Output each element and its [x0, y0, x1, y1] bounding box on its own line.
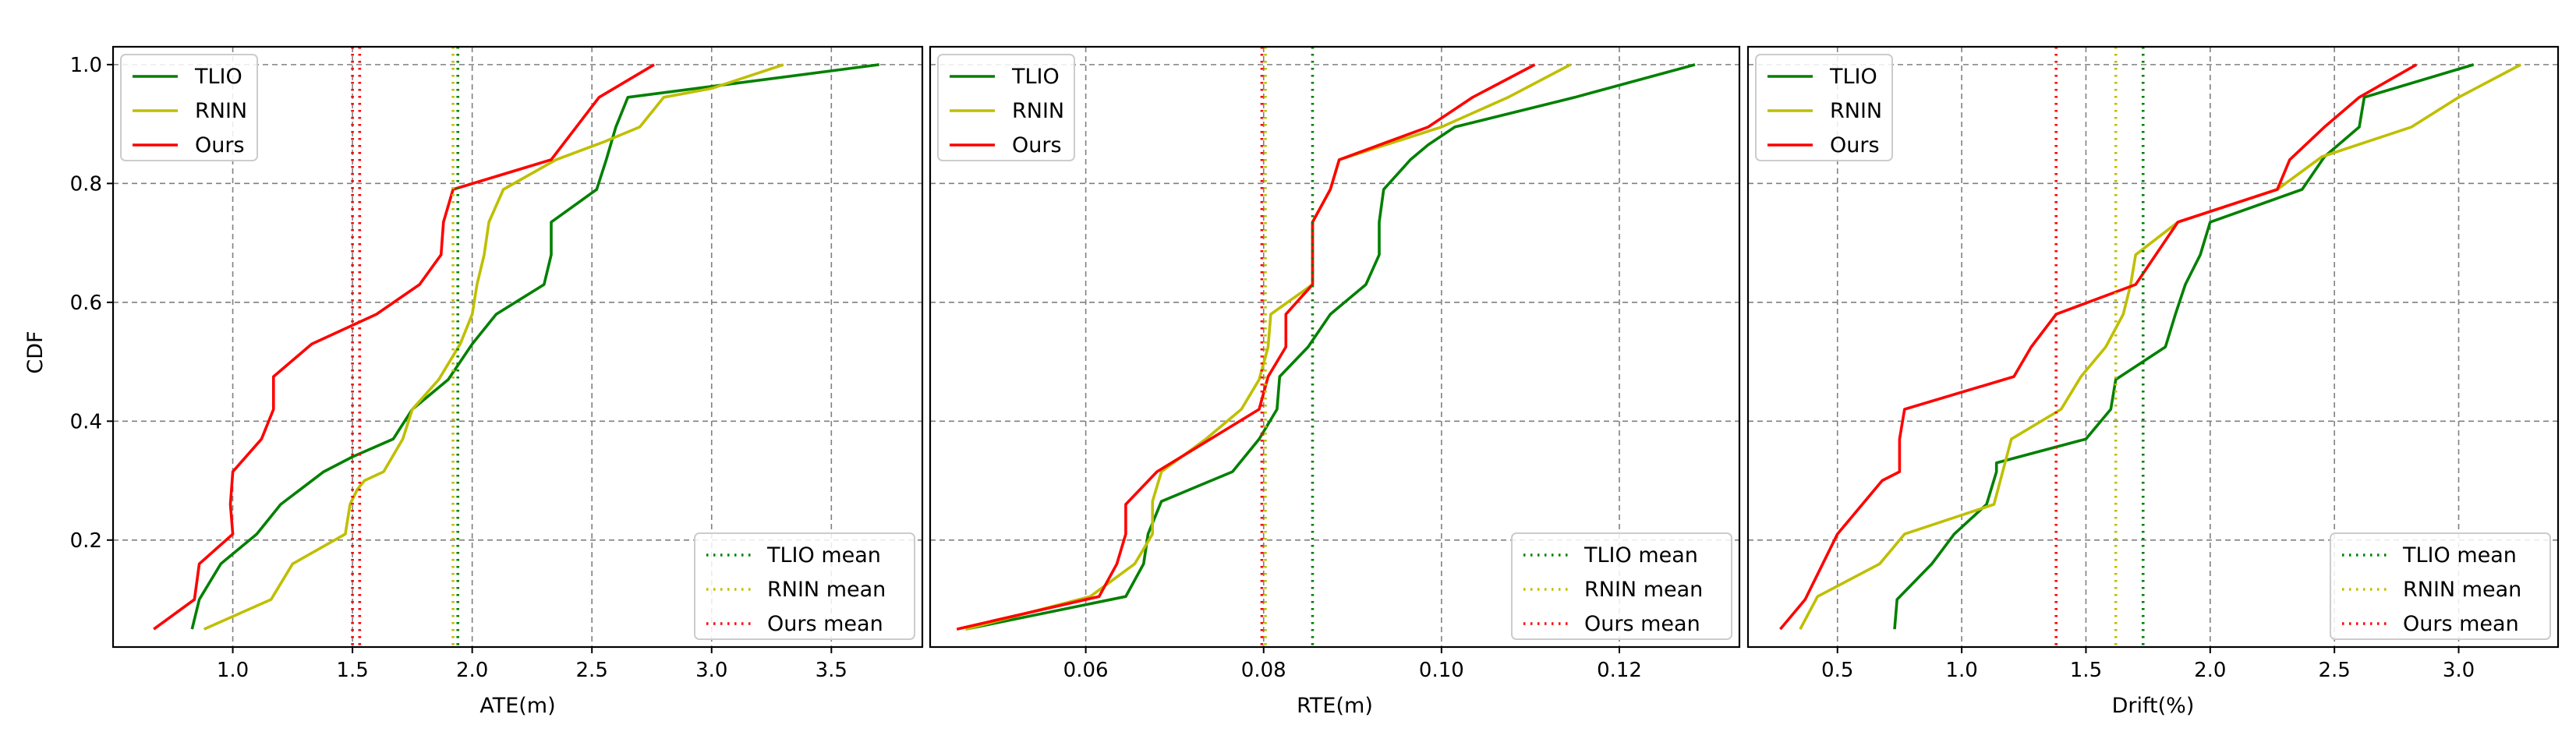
series-line-tlio — [965, 63, 1696, 631]
x-tick-label: 2.0 — [456, 659, 488, 682]
series-line-tlio — [190, 63, 879, 630]
series-line-rnin — [1799, 63, 2522, 630]
y-tick-label: 0.8 — [70, 172, 102, 196]
legend-label: TLIO mean — [2402, 543, 2517, 568]
y-axis-label: CDF — [23, 331, 48, 373]
x-tick-label: 3.0 — [695, 659, 727, 682]
legend-label: TLIO mean — [766, 543, 881, 568]
legend-label: Ours — [1012, 133, 1062, 157]
legend-label: RNIN — [195, 99, 247, 123]
x-tick-label: 0.5 — [1821, 659, 1853, 682]
plot-frame — [929, 45, 1741, 649]
x-tick-label: 0.12 — [1597, 659, 1642, 682]
legend-label: Ours — [195, 133, 245, 157]
series-line-ours — [153, 63, 655, 631]
legend-series: TLIO RNIN Ours — [1755, 54, 1893, 161]
legend-label: Ours mean — [2403, 612, 2519, 636]
x-axis-label: RTE(m) — [1297, 694, 1373, 718]
series-line-rnin — [203, 63, 784, 631]
legend-label: TLIO — [194, 65, 242, 89]
legend-frame — [694, 532, 915, 640]
series-line-ours — [956, 63, 1536, 631]
legend-frame — [937, 54, 1075, 161]
legend-label: RNIN — [1830, 99, 1882, 123]
series-line-ours — [1779, 63, 2418, 631]
y-tick-label: 0.6 — [70, 292, 102, 315]
legend-series: TLIO RNIN Ours — [120, 54, 258, 161]
y-tick-label: 0.2 — [70, 529, 102, 553]
x-tick-label: 2.0 — [2194, 659, 2226, 682]
x-tick-label: 0.08 — [1241, 659, 1286, 682]
x-tick-label: 1.0 — [1945, 659, 1977, 682]
legend-series: TLIO RNIN Ours — [937, 54, 1075, 161]
x-tick-label: 1.0 — [217, 659, 249, 682]
legend-label: TLIO — [1011, 65, 1060, 89]
plot-frame — [111, 45, 924, 649]
legend-frame — [1755, 54, 1893, 161]
x-tick-label: 1.5 — [336, 659, 368, 682]
grid — [1748, 47, 2558, 647]
legend-frame — [2330, 532, 2551, 640]
y-tick-label: 0.4 — [70, 410, 102, 433]
x-tick-label: 0.10 — [1419, 659, 1464, 682]
plot-frame — [1746, 45, 2560, 649]
legend-label: RNIN mean — [1584, 578, 1703, 602]
legend-label: Ours — [1830, 133, 1880, 157]
legend-means: TLIO mean RNIN mean Ours mean — [2330, 532, 2551, 640]
legend-label: Ours mean — [1584, 612, 1700, 636]
y-tick-label: 1.0 — [70, 54, 102, 77]
x-tick-label: 3.5 — [816, 659, 847, 682]
x-tick-label: 0.06 — [1063, 659, 1109, 682]
legend-label: TLIO — [1829, 65, 1877, 89]
x-tick-label: 2.5 — [576, 659, 608, 682]
chart-panel-2: 0.06 0.08 0.10 0.12 RTE(m) TLIO RNIN Ours TLIO m… — [929, 45, 1741, 718]
legend-label: RNIN mean — [767, 578, 886, 602]
chart-panel-3: 0.5 1.0 1.5 2.0 2.5 3.0Drift(%)TLIORNINOursTL… — [1746, 45, 2560, 718]
x-axis-label: Drift(%) — [2112, 694, 2195, 718]
x-tick-label: 3.0 — [2443, 659, 2475, 682]
series-line-tlio — [1893, 63, 2475, 630]
chart-panel-1: 1.0 1.5 2.0 2.5 3.0 3.5 ATE(m) 0.2 0.4 0.6 0.8 1.0 T… — [70, 45, 924, 718]
x-axis-label: ATE(m) — [479, 694, 555, 718]
legend-frame — [120, 54, 258, 161]
legend-label: TLIO mean — [1583, 543, 1698, 568]
legend-label: RNIN mean — [2403, 578, 2521, 602]
legend-label: Ours mean — [767, 612, 883, 636]
legend-label: RNIN — [1012, 99, 1064, 123]
legend-means: TLIO mean RNIN mean Ours mean — [694, 532, 915, 640]
x-tick-label: 1.5 — [2070, 659, 2102, 682]
legend-means: TLIO mean RNIN mean Ours mean — [1511, 532, 1732, 640]
x-tick-label: 2.5 — [2318, 659, 2350, 682]
legend-frame — [1511, 532, 1732, 640]
